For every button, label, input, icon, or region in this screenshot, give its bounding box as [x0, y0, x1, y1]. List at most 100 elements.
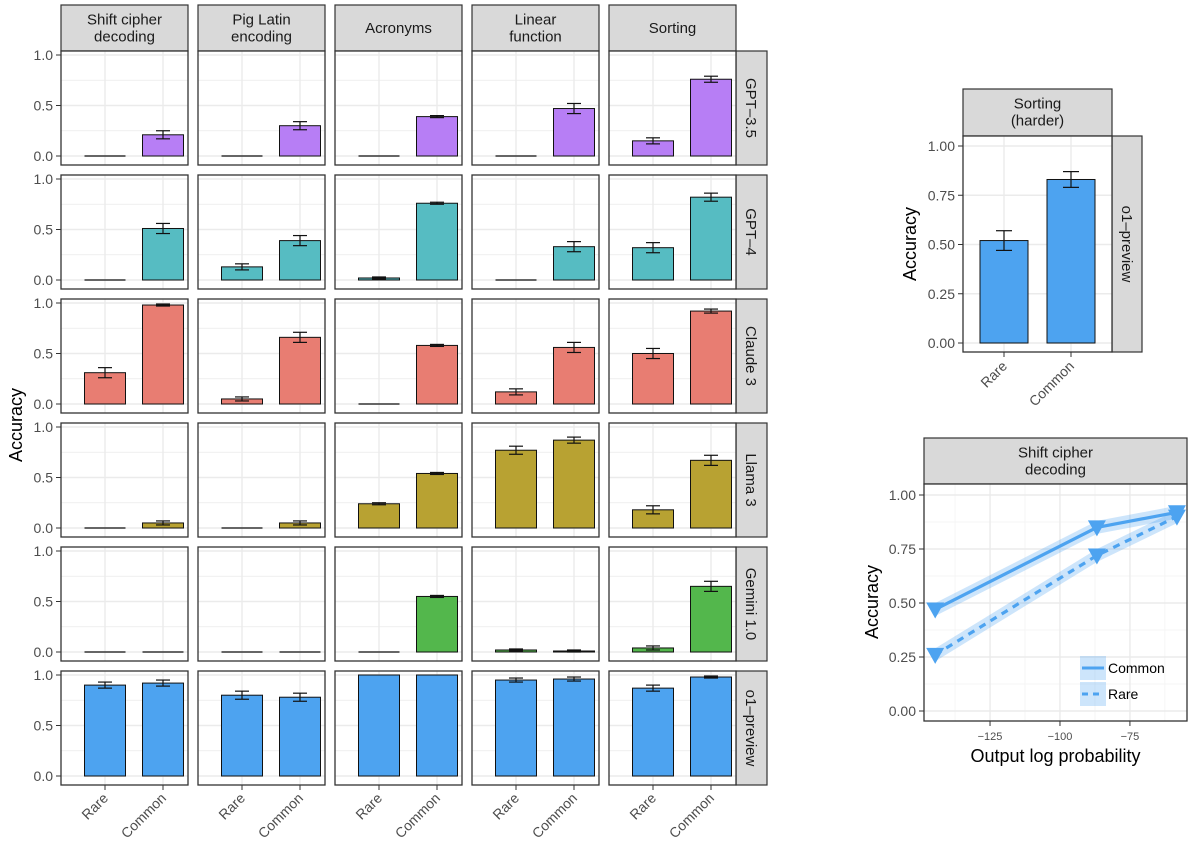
bar [358, 503, 400, 529]
panel-border [334, 50, 463, 166]
column-strip-label: Sorting (harder) [1011, 96, 1064, 130]
y-axis-title: Accuracy [6, 388, 26, 462]
y-axis-title: Accuracy [900, 207, 920, 281]
facet-panel [60, 298, 189, 414]
panel-border [60, 50, 189, 166]
legend-label: Rare [1108, 686, 1139, 702]
bar [690, 459, 732, 529]
panel-border [197, 174, 326, 290]
bar [979, 240, 1029, 344]
bar [416, 472, 458, 529]
panel-border [60, 546, 189, 662]
column-strip-label: Sorting [649, 20, 697, 37]
bar [690, 78, 732, 157]
x-tick-label: Rare [489, 790, 522, 823]
y-tick-label: 0.5 [34, 98, 54, 114]
bar [1046, 178, 1096, 344]
bar [553, 439, 595, 529]
panel-border [197, 422, 326, 538]
y-tick-label: 0.5 [34, 470, 54, 486]
panel-border [471, 546, 600, 662]
x-tick-label: Rare [977, 358, 1010, 391]
y-tick-label: 1.0 [34, 295, 54, 311]
bar [690, 585, 732, 653]
facet-panel [471, 50, 600, 166]
y-tick-label: 1.0 [34, 543, 54, 559]
bar [279, 696, 321, 777]
y-tick-label: 0.0 [34, 272, 54, 288]
facet-panel [608, 546, 737, 662]
x-tick-label: Rare [78, 790, 111, 823]
data-point [1087, 520, 1106, 537]
panel-border [608, 546, 737, 662]
column-strip [197, 4, 326, 52]
column-strip-label: Acronyms [365, 20, 432, 37]
panel-border [197, 546, 326, 662]
column-strip [334, 4, 463, 52]
x-axis-title: Output log probability [970, 746, 1140, 766]
x-tick-label: Common [1026, 358, 1077, 409]
y-tick-label: 0.0 [34, 148, 54, 164]
column-strip [471, 4, 600, 52]
y-tick-label: 0.0 [34, 520, 54, 536]
y-tick-label: 1.00 [928, 138, 955, 154]
panel-border [60, 422, 189, 538]
bar [416, 116, 458, 157]
facet-panel [471, 174, 600, 290]
facet-grid-chart: Shift cipher decoding Pig Latin encoding Acr… [6, 4, 768, 841]
confidence-band [935, 510, 1177, 662]
panel-background [61, 547, 188, 661]
legend-item: Common [1080, 656, 1165, 680]
bar [495, 679, 537, 777]
row-strip-label: o1–preview [1118, 206, 1135, 283]
panel-background [198, 547, 325, 661]
panel-border [334, 174, 463, 290]
facet-panel [197, 422, 326, 538]
facet-panel [197, 174, 326, 290]
bar [142, 682, 184, 777]
panel-border [962, 135, 1113, 353]
bar [690, 676, 732, 777]
facet-panel [334, 50, 463, 166]
y-tick-label: 0.5 [34, 718, 54, 734]
column-strip [962, 88, 1113, 137]
bar [690, 310, 732, 405]
facet-panel [60, 174, 189, 290]
x-tick-label: Common [118, 790, 169, 841]
row-strip-label: Claude 3 [742, 326, 759, 386]
bar [221, 694, 263, 777]
y-tick-label: 0.25 [889, 649, 916, 665]
row-strip [735, 174, 768, 290]
facet-panel [197, 50, 326, 166]
facet-panel [197, 298, 326, 414]
y-tick-label: 1.00 [889, 487, 916, 503]
x-tick-label: Rare [215, 790, 248, 823]
row-strip-label: GPT–3.5 [742, 78, 759, 138]
series-rare [926, 509, 1186, 664]
facet-panel [471, 546, 600, 662]
column-strip-label: Shift cipher decoding [1018, 445, 1093, 479]
panel-border [608, 298, 737, 414]
data-point [926, 602, 945, 619]
y-tick-label: 1.0 [34, 667, 54, 683]
x-tick-label: Common [392, 790, 443, 841]
facet-panel [608, 50, 737, 166]
x-tick-label: −125 [978, 731, 1003, 743]
facet-panel [471, 298, 600, 414]
y-tick-label: 1.0 [34, 419, 54, 435]
row-strip-label: Llama 3 [742, 453, 759, 506]
row-strip-label: Gemini 1.0 [742, 568, 759, 641]
x-tick-label: Rare [626, 790, 659, 823]
panel-border [471, 298, 600, 414]
facet-panel [608, 670, 737, 786]
panel-border [608, 670, 737, 786]
y-tick-label: 0.75 [889, 541, 916, 557]
column-strip [923, 437, 1188, 485]
panel-border [334, 298, 463, 414]
facet-panel [471, 670, 600, 786]
panel-background [61, 423, 188, 537]
panel-border [471, 422, 600, 538]
y-tick-label: 0.0 [34, 644, 54, 660]
y-tick-label: 0.0 [34, 396, 54, 412]
